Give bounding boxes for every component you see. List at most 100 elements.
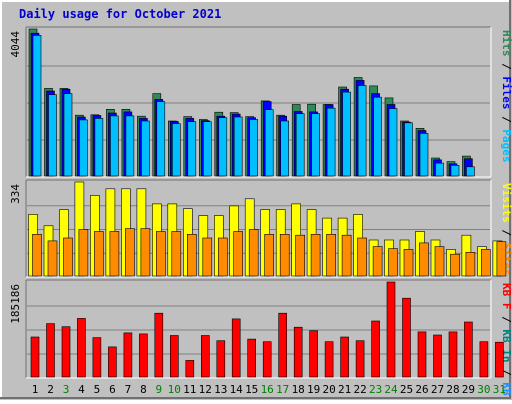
bar	[326, 107, 336, 177]
bar	[340, 336, 349, 378]
legend-separator: /	[500, 110, 512, 130]
bar	[279, 234, 290, 277]
bar	[46, 323, 55, 378]
bar	[171, 231, 182, 277]
day-label: 16	[261, 383, 274, 396]
bar	[125, 115, 135, 177]
bar	[61, 326, 71, 378]
bar	[433, 334, 442, 378]
day-label: 8	[140, 383, 147, 396]
bar	[355, 340, 365, 378]
bar	[466, 166, 475, 177]
bar	[311, 113, 320, 177]
day-label: 23	[369, 383, 382, 396]
bar	[417, 331, 427, 378]
bar	[371, 320, 380, 378]
bar	[108, 346, 117, 378]
bar	[357, 237, 367, 277]
day-label: 7	[125, 383, 132, 396]
bar	[63, 237, 73, 277]
bar	[295, 234, 306, 277]
bar	[218, 237, 228, 277]
series-kb-f	[30, 281, 504, 378]
day-label: 28	[446, 383, 459, 396]
bar	[403, 249, 414, 277]
day-label: 31	[493, 383, 506, 396]
day-label: 1	[32, 383, 39, 396]
chart-title: Daily usage for October 2021	[19, 7, 221, 21]
panel-area	[26, 280, 491, 378]
bar	[435, 162, 444, 177]
bar	[326, 234, 336, 277]
bar	[341, 234, 352, 277]
bar	[125, 228, 135, 277]
bar	[448, 331, 458, 378]
bar	[464, 321, 473, 378]
day-label: 14	[230, 383, 244, 396]
day-label: 2	[47, 383, 54, 396]
day-label: 22	[353, 383, 366, 396]
bar	[264, 109, 274, 177]
day-label: 12	[199, 383, 212, 396]
bar	[264, 234, 275, 277]
day-label: 27	[431, 383, 444, 396]
day-label: 29	[462, 383, 475, 396]
bar	[233, 116, 243, 177]
bar	[419, 133, 429, 177]
bar	[141, 120, 150, 177]
bar	[92, 337, 102, 378]
bar	[372, 246, 383, 277]
bar	[388, 108, 398, 177]
bar	[247, 338, 256, 378]
bar	[139, 333, 148, 378]
bar	[293, 326, 303, 378]
legend-separator: /	[500, 223, 512, 243]
bar	[310, 234, 321, 277]
bar	[434, 246, 445, 277]
legend-entry: Visits	[500, 183, 512, 223]
bar	[79, 119, 88, 177]
bar	[309, 330, 318, 378]
day-label: 19	[307, 383, 320, 396]
bar	[216, 340, 226, 378]
bar	[342, 91, 351, 177]
bar	[48, 94, 57, 177]
bar	[154, 312, 164, 378]
bar	[357, 85, 367, 177]
bar	[140, 228, 151, 277]
bar	[78, 229, 89, 277]
day-label: 20	[322, 383, 335, 396]
day-label: 18	[292, 383, 305, 396]
bar	[295, 113, 305, 177]
day-label: 10	[168, 383, 181, 396]
day-label: 25	[400, 383, 413, 396]
bar	[479, 341, 489, 378]
series-pages	[32, 35, 475, 177]
legend-entry: KB Out	[500, 382, 512, 400]
series-sites	[32, 228, 507, 277]
bar	[30, 336, 40, 378]
day-label: 17	[276, 383, 289, 396]
bar	[123, 332, 133, 378]
day-label: 15	[245, 383, 258, 396]
bar	[187, 234, 197, 277]
legend-separator: /	[500, 310, 512, 330]
bar	[419, 242, 429, 277]
legend-entry: Files	[500, 76, 512, 109]
bar	[201, 335, 210, 378]
panel-area	[26, 27, 491, 177]
bar	[249, 119, 258, 177]
y-max-label: 185186	[9, 284, 22, 324]
legend: Hits / Files / Pages	[500, 30, 512, 163]
bar	[110, 115, 119, 177]
bar	[156, 231, 166, 277]
bar	[324, 341, 334, 378]
bar	[202, 237, 213, 277]
day-label: 6	[109, 383, 116, 396]
bar	[172, 123, 181, 177]
y-max-label: 334	[9, 184, 22, 204]
bar	[465, 252, 476, 277]
